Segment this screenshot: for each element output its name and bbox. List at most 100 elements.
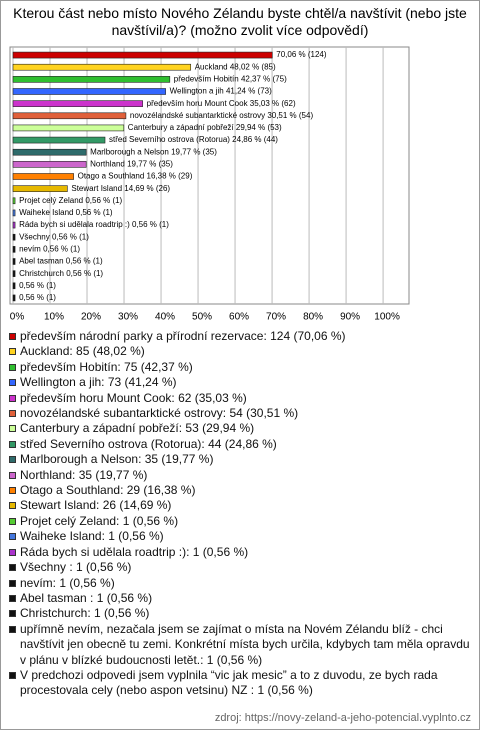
legend-label: Waiheke Island: 1 (0,56 %) bbox=[20, 529, 164, 544]
legend-item: především horu Mount Cook: 62 (35,03 %) bbox=[9, 391, 473, 406]
bar-label: Auckland 48,02 % (85) bbox=[195, 62, 276, 71]
legend-item: Marlborough a Nelson: 35 (19,77 %) bbox=[9, 452, 473, 467]
source: zdroj: https://novy-zeland-a-jeho-potenc… bbox=[214, 712, 471, 724]
bar-label: 0,56 % (1) bbox=[19, 281, 56, 290]
bar-label: Ráda bych si udělala roadtrip :) 0,56 % … bbox=[19, 220, 169, 229]
legend-marker bbox=[9, 379, 16, 387]
legend-item: nevím: 1 (0,56 %) bbox=[9, 576, 473, 591]
legend-marker bbox=[9, 610, 16, 618]
x-tick-label: 50% bbox=[192, 312, 212, 323]
legend-item: Projet celý Zeland: 1 (0,56 %) bbox=[9, 514, 473, 529]
legend-label: střed Severního ostrova (Rotorua): 44 (2… bbox=[20, 436, 277, 451]
bar-label: 0,56 % (1) bbox=[19, 293, 56, 302]
bar bbox=[12, 233, 16, 241]
legend-marker bbox=[9, 564, 16, 572]
bar bbox=[12, 173, 74, 180]
x-tick-label: 0% bbox=[10, 312, 25, 323]
bar bbox=[12, 197, 16, 205]
chart: 0% 10% 20% 30% 40% 50% 60% 70% 80% 90% 100% 70,06 %… bbox=[9, 46, 410, 323]
legend-label: Northland: 35 (19,77 %) bbox=[20, 467, 148, 482]
legend-marker bbox=[9, 440, 16, 448]
x-tick-label: 60% bbox=[229, 312, 249, 323]
legend-item: Northland: 35 (19,77 %) bbox=[9, 468, 473, 483]
legend-item: Christchurch: 1 (0,56 %) bbox=[9, 606, 473, 621]
bar-label: Abel tasman 0,56 % (1) bbox=[19, 257, 103, 266]
bar bbox=[12, 76, 171, 83]
legend-label: především národní parky a přírodní rezer… bbox=[20, 329, 346, 343]
bar bbox=[12, 63, 192, 71]
bar-label: Wellington a jih 41,24 % (73) bbox=[170, 87, 272, 96]
legend-marker bbox=[9, 625, 16, 633]
legend-label: nevím: 1 (0,56 %) bbox=[20, 575, 115, 590]
bar-label: Waiheke Island 0,56 % (1) bbox=[19, 208, 113, 217]
bar-label: střed Severního ostrova (Rotorua) 24,86 … bbox=[109, 135, 278, 144]
legend-item: především národní parky a přírodní rezer… bbox=[9, 329, 473, 344]
bar bbox=[12, 136, 106, 144]
legend-item: Stewart Island: 26 (14,69 %) bbox=[9, 498, 473, 513]
legend-marker bbox=[9, 456, 16, 464]
bar-label: 70,06 % (124) bbox=[276, 50, 327, 59]
legend-label: Projet celý Zeland: 1 (0,56 %) bbox=[20, 513, 179, 528]
bar bbox=[12, 246, 16, 253]
legend-label: Marlborough a Nelson: 35 (19,77 %) bbox=[20, 452, 214, 467]
legend-label: Wellington a jih: 73 (41,24 %) bbox=[20, 375, 177, 390]
x-tick-label: 100% bbox=[374, 312, 400, 323]
bar-label: Christchurch 0,56 % (1) bbox=[19, 269, 103, 278]
legend-item: V predchozi odpovedi jsem vyplnila “vic … bbox=[9, 668, 473, 699]
legend-label: upřímně nevím, nezačala jsem se zajímat … bbox=[20, 621, 470, 667]
legend-label: Christchurch: 1 (0,56 %) bbox=[20, 606, 150, 621]
legend-label: především horu Mount Cook: 62 (35,03 %) bbox=[20, 390, 247, 405]
legend-label: Abel tasman : 1 (0,56 %) bbox=[20, 590, 153, 605]
x-tick-label: 20% bbox=[81, 312, 101, 323]
bar-label: nevím 0,56 % (1) bbox=[19, 244, 80, 253]
legend-item: novozélandské subantarktické ostrovy: 54… bbox=[9, 406, 473, 421]
legend-label: Otago a Southland: 29 (16,38 %) bbox=[20, 483, 196, 498]
legend-marker bbox=[9, 517, 16, 525]
bar bbox=[12, 209, 16, 217]
legend-label: Auckland: 85 (48,02 %) bbox=[20, 344, 145, 359]
legend: především národní parky a přírodní rezer… bbox=[9, 329, 473, 699]
x-tick-label: 30% bbox=[118, 312, 138, 323]
bar bbox=[12, 270, 16, 277]
legend-label: Ráda bych si udělala roadtrip :): 1 (0,5… bbox=[20, 544, 249, 559]
bar-label: Marlborough a Nelson 19,77 % (35) bbox=[90, 147, 217, 156]
bar bbox=[12, 161, 87, 168]
legend-marker bbox=[9, 671, 16, 679]
legend-marker bbox=[9, 394, 16, 402]
bar-label: především Hobitín 42,37 % (75) bbox=[174, 74, 287, 83]
bar-label: Canterbury a západní pobřeží 29,94 % (53… bbox=[128, 123, 282, 132]
chart-title: Kterou část nebo místo Nového Zélandu by… bbox=[13, 5, 467, 38]
bar-label: především horu Mount Cook 35,03 % (62) bbox=[147, 99, 296, 108]
bar bbox=[12, 100, 143, 107]
legend-marker bbox=[9, 410, 16, 418]
x-tick-label: 90% bbox=[340, 312, 360, 323]
bar bbox=[12, 282, 16, 290]
x-tick-label: 40% bbox=[155, 312, 175, 323]
legend-marker bbox=[9, 333, 16, 340]
legend-marker bbox=[9, 594, 16, 602]
legend-marker bbox=[9, 471, 16, 479]
legend-item: Waiheke Island: 1 (0,56 %) bbox=[9, 529, 473, 544]
legend-marker bbox=[9, 502, 16, 510]
legend-item: Auckland: 85 (48,02 %) bbox=[9, 344, 473, 359]
bar bbox=[12, 221, 16, 229]
bar bbox=[12, 88, 166, 95]
legend-marker bbox=[9, 533, 16, 541]
legend-marker bbox=[9, 548, 16, 556]
legend-label: Všechny : 1 (0,56 %) bbox=[20, 560, 132, 575]
legend-marker bbox=[9, 425, 16, 433]
legend-marker bbox=[9, 363, 16, 371]
legend-item: Otago a Southland: 29 (16,38 %) bbox=[9, 483, 473, 498]
legend-item: Všechny : 1 (0,56 %) bbox=[9, 560, 473, 575]
legend-marker bbox=[9, 487, 16, 495]
legend-label: Canterbury a západní pobřeží: 53 (29,94 … bbox=[20, 421, 255, 436]
bar-label: Northland 19,77 % (35) bbox=[90, 159, 173, 168]
bar-label: Projet celý Zeland 0,56 % (1) bbox=[19, 196, 122, 205]
bar bbox=[12, 112, 127, 120]
legend-item: Abel tasman : 1 (0,56 %) bbox=[9, 591, 473, 606]
legend-item: především Hobitín: 75 (42,37 %) bbox=[9, 360, 473, 375]
bar bbox=[12, 185, 68, 192]
legend-label: především Hobitín: 75 (42,37 %) bbox=[20, 359, 193, 374]
legend-label: V predchozi odpovedi jsem vyplnila “vic … bbox=[20, 667, 438, 698]
